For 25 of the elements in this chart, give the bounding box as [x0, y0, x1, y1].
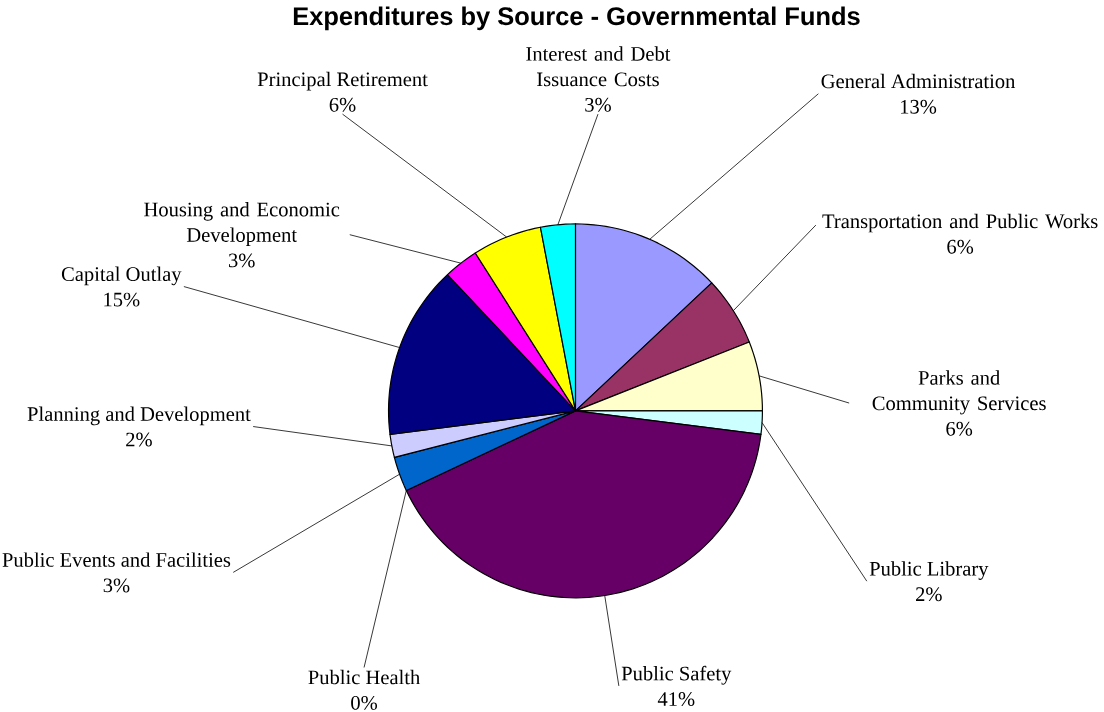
slice-label: Principal Retirement [257, 71, 428, 91]
slice-label: Public Safety [621, 665, 732, 685]
category-label: Public Health [308, 669, 421, 685]
slice-label: Public Events and Facilities [2, 552, 231, 567]
chart-title: Expenditures by Source - Governmental Funds [293, 6, 860, 31]
slice-label: Capital Outlay [61, 266, 182, 286]
slice-label: Housing and Economic Development [144, 202, 340, 247]
slice-label: General Administration [821, 73, 1016, 89]
slice-label: Planning and Development [27, 406, 251, 426]
data-label: 15% [104, 292, 140, 307]
slice-label: Public Library [869, 561, 989, 580]
data-label: 3% [228, 253, 255, 268]
slice-label: Transportation and Public Works [822, 213, 1098, 233]
data-label: 6% [947, 239, 974, 254]
slice-label: Interest and Debt Issuance Costs [526, 46, 671, 87]
data-label: 41% [657, 692, 695, 707]
data-label: 13% [901, 99, 937, 114]
data-label: 2% [126, 432, 152, 447]
slice-label: Parks and Community Services [872, 370, 1046, 415]
text: 0% [351, 696, 378, 710]
data-label: 6% [329, 97, 356, 112]
data-label: 6% [946, 421, 973, 436]
data-label: 3% [585, 97, 611, 112]
data-label: 2% [916, 587, 942, 602]
data-label: 3% [103, 578, 130, 593]
